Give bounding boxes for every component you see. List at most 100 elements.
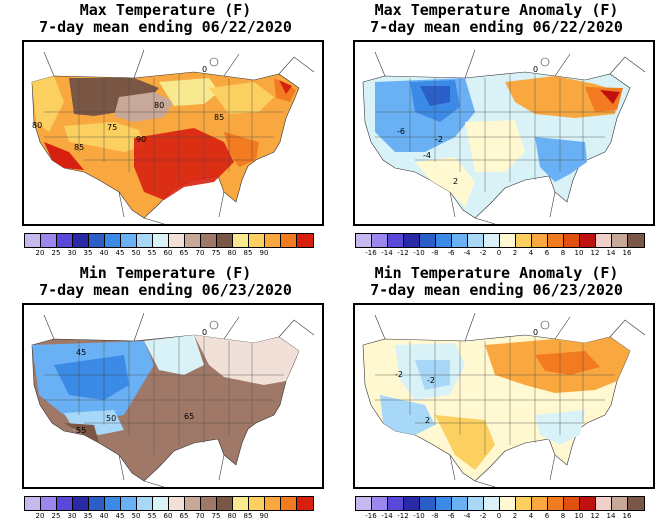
colorbar-tick-label: -10 <box>413 249 425 257</box>
colorbar-tick-label: 75 <box>211 249 221 257</box>
colorbar-swatch <box>436 497 452 510</box>
map-min-temperature-anomaly: -2 -2 2 0 <box>353 303 655 489</box>
colorbar-tick-label: 30 <box>67 249 77 257</box>
map-svg: -2 -2 2 0 <box>362 312 646 487</box>
colorbar-swatch <box>57 234 73 247</box>
colorbar-tick-label: 25 <box>51 249 61 257</box>
contour-label: 0 <box>533 65 538 74</box>
panel-title-line2: 7-day mean ending 06/23/2020 <box>39 281 292 299</box>
colorbar-tick-label: 4 <box>528 249 534 257</box>
colorbar-tick-label: 90 <box>259 512 269 520</box>
panel-title-line1: Min Temperature Anomaly (F) <box>374 264 619 282</box>
colorbar-tick-label: -10 <box>413 512 425 520</box>
map-svg: 45 50 55 65 0 <box>31 312 315 487</box>
colorbar-swatch <box>73 497 89 510</box>
contour-label: 0 <box>202 328 207 337</box>
colorbar-swatch <box>249 234 265 247</box>
colorbar-swatch <box>580 234 596 247</box>
panel-title-line2: 7-day mean ending 06/22/2020 <box>370 18 623 36</box>
colorbar-tick-label: 65 <box>179 249 189 257</box>
colorbar-tick-label: -8 <box>431 249 439 257</box>
colorbar-swatch <box>500 497 516 510</box>
colorbar-swatch <box>532 497 548 510</box>
colorbar-swatch <box>388 497 404 510</box>
colorbar-tick-label: 10 <box>574 512 584 520</box>
colorbar-swatch <box>372 497 388 510</box>
colorbar-swatch <box>73 234 89 247</box>
colorbar-tick-label: 25 <box>51 512 61 520</box>
colorbar-swatch <box>233 234 249 247</box>
panel-title-line2: 7-day mean ending 06/22/2020 <box>39 18 292 36</box>
colorbar-swatch <box>105 234 121 247</box>
colorbar-swatch <box>356 234 372 247</box>
colorbar-tick-label: -14 <box>381 512 393 520</box>
colorbar-swatch <box>89 497 105 510</box>
colorbar-tick-label: 65 <box>179 512 189 520</box>
colorbar-swatch <box>297 497 313 510</box>
colorbar-swatch <box>41 497 57 510</box>
colorbar-swatch <box>57 497 73 510</box>
map-min-temperature: 45 50 55 65 0 <box>22 303 324 489</box>
colorbar-swatch <box>500 234 516 247</box>
colorbar-swatch <box>356 497 372 510</box>
colorbar-tick-label: -2 <box>479 512 487 520</box>
colorbar-tick-label: 40 <box>99 512 109 520</box>
colorbar-tick-label: -6 <box>447 249 455 257</box>
colorbar-swatch <box>201 497 217 510</box>
colorbar-tick-label: 85 <box>243 512 253 520</box>
colorbar-swatch <box>233 497 249 510</box>
colorbar-swatch <box>25 234 41 247</box>
colorbar-tick-label: 6 <box>544 249 550 257</box>
contour-label: 90 <box>136 135 146 144</box>
colorbar-tick-label: 20 <box>35 249 45 257</box>
contour-label: 2 <box>425 416 430 425</box>
colorbar-swatch <box>420 234 436 247</box>
colorbar-tick-label: -4 <box>463 512 471 520</box>
colorbar-swatch <box>297 234 313 247</box>
colorbar-swatch <box>628 497 644 510</box>
colorbar-swatch <box>484 497 500 510</box>
colorbar-tick-label: 55 <box>147 512 157 520</box>
contour-label: 75 <box>107 123 117 132</box>
colorbar-tick-label: 35 <box>83 249 93 257</box>
colorbar-tick-label: 0 <box>496 249 502 257</box>
colorbar-swatch <box>612 234 628 247</box>
colorbar-swatch <box>404 234 420 247</box>
colorbar-swatch <box>612 497 628 510</box>
contour-label: -4 <box>423 151 431 160</box>
colorbar-tick-label: -4 <box>463 249 471 257</box>
colorbar-swatch <box>153 234 169 247</box>
panel-min-temperature: Min Temperature (F) 7-day mean ending 06… <box>0 263 331 526</box>
colorbar-swatch <box>121 234 137 247</box>
colorbar-swatch <box>201 234 217 247</box>
colorbar-tick-label: 10 <box>574 249 584 257</box>
colorbar-tick-label: 50 <box>131 512 141 520</box>
colorbar-swatch <box>468 497 484 510</box>
colorbar-tick-label: 45 <box>115 512 125 520</box>
colorbar-tick-label: 45 <box>115 249 125 257</box>
colorbar-tick-label: 12 <box>590 249 600 257</box>
colorbar-swatch <box>484 234 500 247</box>
colorbar-tick-label: 8 <box>560 249 566 257</box>
colorbar-swatch <box>281 497 297 510</box>
panel-title-line1: Max Temperature Anomaly (F) <box>374 1 619 19</box>
panel-max-temperature: Max Temperature (F) 7-day mean ending 06… <box>0 0 331 263</box>
colorbar-tick-label: -8 <box>431 512 439 520</box>
colorbar-swatch <box>137 234 153 247</box>
colorbar-tick-label: -16 <box>365 512 377 520</box>
colorbar-tick-label: 2 <box>512 512 518 520</box>
colorbar-swatch <box>185 234 201 247</box>
colorbar-swatch <box>185 497 201 510</box>
colorbar-tick-label: 35 <box>83 512 93 520</box>
panel-title-line2: 7-day mean ending 06/23/2020 <box>370 281 623 299</box>
colorbar <box>24 233 314 248</box>
colorbar-swatch <box>468 234 484 247</box>
colorbar-tick-label: 40 <box>99 249 109 257</box>
contour-label: 65 <box>184 412 194 421</box>
contour-label: 55 <box>76 426 86 435</box>
contour-label: 2 <box>453 177 458 186</box>
colorbar-swatch <box>153 497 169 510</box>
contour-label: 45 <box>76 348 86 357</box>
colorbar-swatch <box>265 234 281 247</box>
colorbar-tick-label: 55 <box>147 249 157 257</box>
